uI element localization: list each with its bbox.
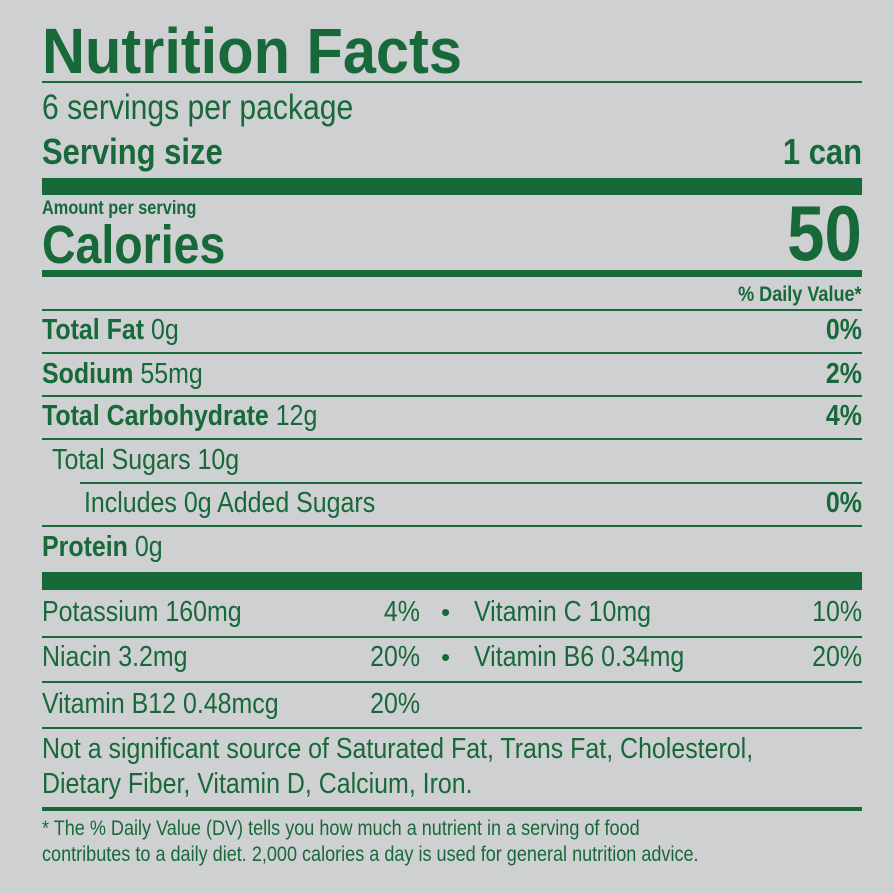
nutrient-amount: 0g bbox=[134, 531, 163, 563]
micro-dv: 20% bbox=[812, 641, 862, 673]
divider bbox=[42, 807, 862, 811]
calories-label: Calories bbox=[42, 215, 226, 275]
thick-divider bbox=[42, 572, 862, 590]
nutrient-total-sugars: Total Sugars 10g bbox=[52, 444, 240, 476]
nutrient-name: Total Carbohydrate bbox=[42, 400, 269, 432]
not-significant-line-1: Not a significant source of Saturated Fa… bbox=[42, 733, 754, 765]
divider bbox=[80, 482, 862, 484]
divider bbox=[42, 352, 862, 354]
micro-niacin: Niacin 3.2mg bbox=[42, 641, 188, 673]
footnote-line-1: * The % Daily Value (DV) tells you how m… bbox=[42, 817, 640, 840]
nutrient-name: Protein bbox=[42, 531, 128, 563]
nutrient-dv: 0% bbox=[825, 314, 862, 346]
micro-dv: 20% bbox=[370, 641, 420, 673]
micro-dv: 4% bbox=[383, 596, 420, 628]
divider bbox=[42, 727, 862, 729]
footnote-line-2: contributes to a daily diet. 2,000 calor… bbox=[42, 843, 699, 866]
bullet-icon: • bbox=[441, 597, 451, 627]
nutrient-name: Sodium bbox=[42, 358, 134, 390]
nutrient-sodium: Sodium 55mg bbox=[42, 354, 203, 394]
nutrient-dv: 4% bbox=[825, 400, 862, 432]
nutrient-amount: 0g bbox=[151, 314, 179, 346]
divider bbox=[42, 81, 862, 83]
nutrient-total-carbohydrate: Total Carbohydrate 12g bbox=[42, 396, 317, 436]
micro-dv: 20% bbox=[370, 688, 420, 720]
nutrient-name: Total Fat bbox=[42, 314, 145, 346]
divider bbox=[42, 309, 862, 311]
micro-vitamin-b12: Vitamin B12 0.48mcg bbox=[42, 688, 279, 720]
calories-value: 50 bbox=[787, 189, 862, 277]
thick-divider bbox=[42, 178, 862, 195]
serving-size-value: 1 can bbox=[782, 131, 862, 172]
servings-per-package: 6 servings per package bbox=[42, 88, 354, 127]
daily-value-header: % Daily Value* bbox=[738, 283, 862, 306]
nutrient-amount: 12g bbox=[275, 400, 318, 432]
amount-per-serving: Amount per serving bbox=[42, 198, 197, 219]
micro-potassium: Potassium 160mg bbox=[42, 596, 242, 628]
micro-vitamin-b6: Vitamin B6 0.34mg bbox=[474, 641, 685, 673]
nutrient-dv: 0% bbox=[825, 487, 862, 519]
divider bbox=[42, 395, 862, 397]
divider bbox=[42, 681, 862, 683]
bullet-icon: • bbox=[441, 642, 451, 672]
medium-divider bbox=[42, 270, 862, 277]
nutrient-amount: 55mg bbox=[140, 358, 203, 390]
label-title: Nutrition Facts bbox=[42, 15, 462, 87]
divider bbox=[42, 438, 862, 440]
micro-vitamin-c: Vitamin C 10mg bbox=[474, 596, 651, 628]
nutrient-added-sugars: Includes 0g Added Sugars bbox=[84, 487, 376, 519]
divider bbox=[42, 525, 862, 527]
divider bbox=[42, 636, 862, 638]
serving-size-label: Serving size bbox=[42, 131, 223, 172]
nutrient-total-fat: Total Fat 0g bbox=[42, 310, 179, 350]
nutrient-protein: Protein 0g bbox=[42, 527, 163, 567]
micro-dv: 10% bbox=[812, 596, 862, 628]
nutrient-dv: 2% bbox=[825, 358, 862, 390]
not-significant-line-2: Dietary Fiber, Vitamin D, Calcium, Iron. bbox=[42, 768, 473, 800]
